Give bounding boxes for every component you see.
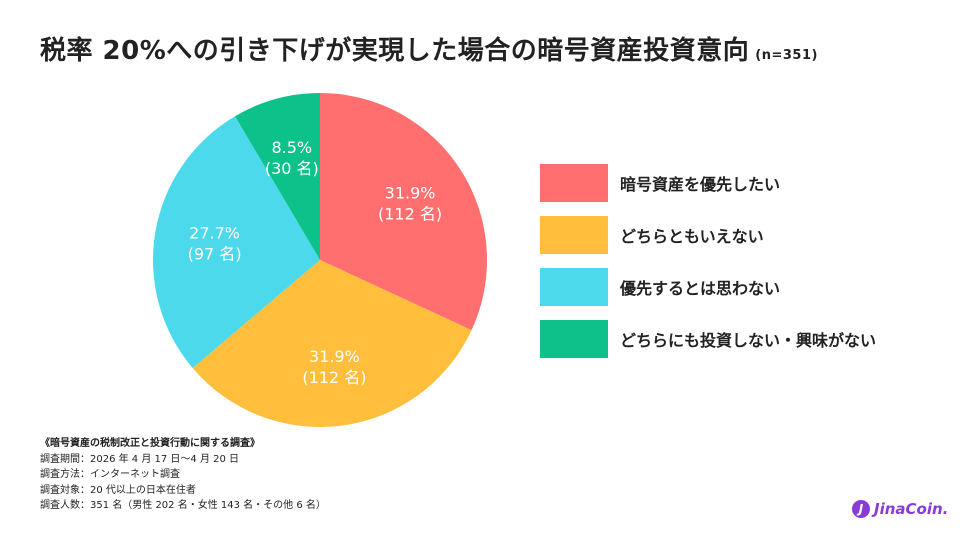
legend-label: どちらにも投資しない・興味がない <box>620 331 877 350</box>
legend-item: 優先するとは思わない <box>540 268 876 306</box>
slice-percent-label: 31.9% <box>309 347 360 366</box>
chart-title: 税率 20%への引き下げが実現した場合の暗号資産投資意向 (n=351) <box>40 30 818 67</box>
pie-slice <box>153 116 320 369</box>
logo-icon: J <box>852 500 870 518</box>
legend-item: 暗号資産を優先したい <box>540 164 876 202</box>
legend-swatch <box>540 320 608 358</box>
pie-chart: 31.9% (112 名) 31.9% (112 名) 27.7% (97 名) 8.5% (… <box>153 93 488 428</box>
footnote-line: 調査対象：20 代以上の日本在住者 <box>40 484 196 496</box>
slice-count-label: (112 名) <box>302 368 366 387</box>
chart-title-text: 税率 20%への引き下げが実現した場合の暗号資産投資意向 <box>40 36 750 66</box>
slice-percent-label: 8.5% <box>271 138 312 157</box>
pie-slice <box>234 93 320 260</box>
legend-swatch <box>540 268 608 306</box>
footnote-title: 《暗号資産の税制改正と投資行動に関する調査》 <box>40 438 260 449</box>
survey-footnote: 《暗号資産の税制改正と投資行動に関する調査》 調査期間：2026 年 4 月 1… <box>40 436 326 514</box>
brand-logo: J JinaCoin. <box>852 500 948 518</box>
legend-swatch <box>540 216 608 254</box>
footnote-line: 調査人数：351 名（男性 202 名・女性 143 名・その他 6 名） <box>40 500 326 511</box>
slice-count-label: (112 名) <box>378 204 442 223</box>
footnote-line: 調査期間：2026 年 4 月 17 日〜4 月 20 日 <box>40 453 240 465</box>
slice-count-label: (97 名) <box>188 244 242 263</box>
legend-label: 優先するとは思わない <box>620 279 781 298</box>
legend-item: どちらともいえない <box>540 216 876 254</box>
pie-slice <box>320 93 488 331</box>
footnote-line: 調査方法：インターネット調査 <box>40 469 180 480</box>
legend-swatch <box>540 164 608 202</box>
logo-text: JinaCoin. <box>874 500 949 518</box>
slice-percent-label: 31.9% <box>385 183 436 202</box>
pie-slice <box>192 260 472 428</box>
slice-percent-label: 27.7% <box>189 223 240 242</box>
sample-size: (n=351) <box>755 48 818 63</box>
slice-count-label: (30 名) <box>265 159 319 178</box>
legend-label: 暗号資産を優先したい <box>620 175 781 194</box>
legend-item: どちらにも投資しない・興味がない <box>540 320 876 358</box>
legend: 暗号資産を優先したい どちらともいえない 優先するとは思わない どちらにも投資し… <box>540 164 876 372</box>
legend-label: どちらともいえない <box>620 227 764 246</box>
